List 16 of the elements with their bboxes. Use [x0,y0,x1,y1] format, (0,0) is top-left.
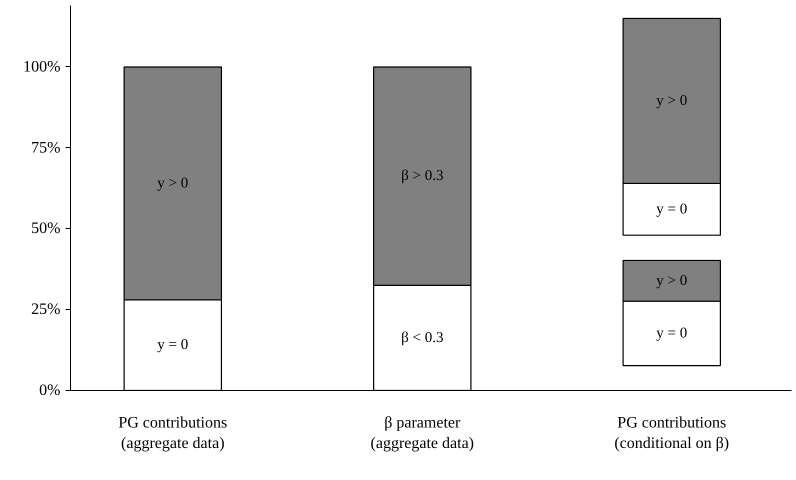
annotation: β > 0.3 [401,168,444,184]
annotation: β < 0.3 [401,330,444,346]
annotation: y = 0 [656,325,688,342]
annotation: y > 0 [656,272,688,289]
annotation: y = 0 [656,201,688,218]
x-tick-label: β parameter (aggregate data) [370,414,474,452]
annotation: y = 0 [157,337,188,354]
annotation: y > 0 [656,92,688,109]
y-tick-label: 50% [31,220,60,238]
x-tick-label: PG contributions (aggregate data) [118,414,228,452]
annotation: y > 0 [157,175,188,192]
y-tick-label: 0% [39,382,60,399]
y-tick-label: 100% [23,58,60,76]
y-tick-label: 75% [31,139,60,156]
x-tick-label: PG contributions (conditional on β) [614,414,730,452]
y-tick-label: 25% [31,301,60,318]
